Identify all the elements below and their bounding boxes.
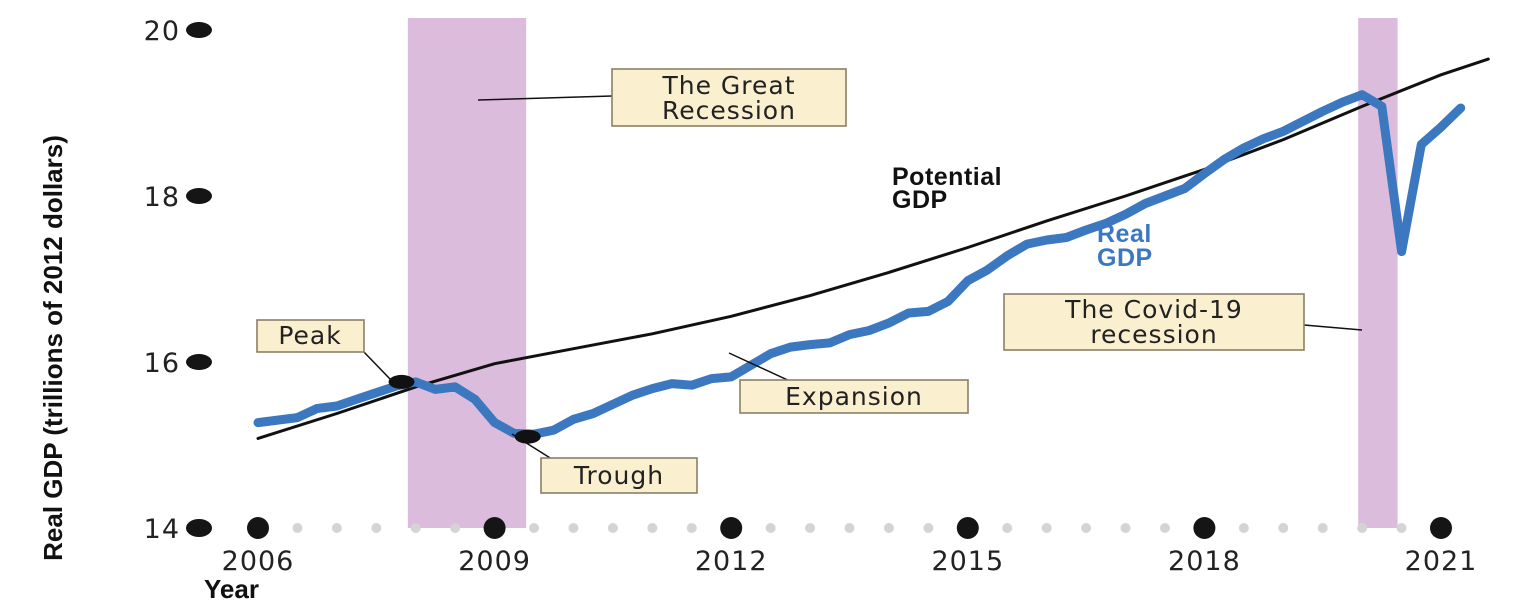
- series-lines: [253, 57, 1490, 440]
- x-minor-tick-dot: [1238, 523, 1249, 533]
- x-major-tick-dot: [956, 517, 979, 539]
- x-axis-ticks: 2006 2009 2012 2015 2018 2021: [186, 517, 1478, 577]
- y-axis-label: Real GDP (trillions of 2012 dollars): [38, 135, 68, 561]
- great-recession-label-line2: Recession: [662, 96, 796, 125]
- x-minor-tick-dot: [883, 523, 894, 533]
- x-minor-tick-dot: [1357, 523, 1368, 533]
- y-tick-label: 18: [144, 182, 180, 213]
- x-minor-tick-dot: [529, 523, 540, 533]
- expansion-annotation: Expansion: [728, 352, 969, 414]
- real-gdp-line: [253, 90, 1466, 439]
- peak-annotation: Peak: [256, 319, 392, 381]
- x-minor-tick-dot: [1041, 523, 1052, 533]
- expansion-box: Expansion: [739, 379, 969, 414]
- real-gdp-label: Real GDP: [1097, 220, 1153, 272]
- great-recession-box: The Great Recession: [611, 68, 847, 127]
- x-tick-label: 2015: [931, 546, 1004, 577]
- real-gdp-label-line2: GDP: [1097, 244, 1153, 272]
- trough-annotation: Trough: [511, 433, 698, 494]
- peak-marker: [388, 374, 415, 389]
- covid-annotation: The Covid-19 recession: [1003, 293, 1363, 351]
- trough-marker: [514, 429, 541, 444]
- y-tick-dot: [186, 188, 212, 204]
- origin-tick-dot: [186, 519, 212, 537]
- expansion-leader: [728, 352, 793, 383]
- covid-leader: [1303, 324, 1363, 331]
- y-tick-label: 16: [144, 348, 180, 379]
- potential-gdp-label-line1: Potential: [892, 163, 1002, 191]
- x-minor-tick-dot: [805, 523, 816, 533]
- x-minor-tick-dot: [1159, 523, 1170, 533]
- potential-gdp-label: Potential GDP: [892, 163, 1002, 214]
- x-tick-label: 2009: [458, 546, 531, 577]
- recession-band-1: [407, 18, 527, 528]
- x-tick-label: 2012: [695, 546, 768, 577]
- x-major-tick-dot: [1193, 517, 1216, 539]
- trough-box: Trough: [540, 457, 698, 494]
- x-minor-tick-dot: [1317, 523, 1328, 533]
- x-major-tick-dot: [247, 517, 269, 539]
- x-minor-tick-dot: [607, 523, 618, 533]
- x-minor-tick-dot: [647, 523, 658, 533]
- x-tick-label: 2021: [1405, 546, 1478, 577]
- expansion-label: Expansion: [785, 382, 923, 411]
- x-minor-tick-dot: [331, 523, 342, 533]
- y-tick-dot: [186, 354, 212, 370]
- x-minor-tick-dot: [371, 523, 382, 533]
- peak-box: Peak: [256, 319, 365, 353]
- great-recession-label-line1: The Great: [661, 71, 795, 100]
- potential-gdp-line: [256, 57, 1490, 440]
- trough-label: Trough: [573, 461, 664, 490]
- y-axis-ticks: 14 16 18 20: [144, 16, 212, 545]
- y-axis-title: Real GDP (trillions of 2012 dollars): [38, 135, 68, 561]
- x-minor-tick-dot: [450, 523, 461, 533]
- y-tick-label: 14: [144, 514, 180, 545]
- x-minor-tick-dot: [686, 523, 697, 533]
- x-minor-tick-dot: [410, 523, 421, 533]
- great-recession-leader: [477, 95, 613, 101]
- potential-gdp-label-line2: GDP: [892, 186, 948, 214]
- x-minor-tick-dot: [1396, 523, 1407, 533]
- great-recession-annotation: The Great Recession: [477, 68, 847, 127]
- x-minor-tick-dot: [765, 523, 776, 533]
- x-minor-tick-dot: [923, 523, 934, 533]
- covid-label-line1: The Covid-19: [1064, 295, 1243, 324]
- trough-leader: [511, 433, 556, 462]
- peak-leader: [361, 349, 392, 381]
- x-minor-tick-dot: [1120, 523, 1131, 533]
- x-minor-tick-dot: [568, 523, 579, 533]
- x-major-tick-dot: [720, 517, 743, 539]
- covid-box: The Covid-19 recession: [1003, 293, 1305, 351]
- x-axis-label: Year: [204, 574, 259, 604]
- y-tick-label: 20: [144, 16, 180, 47]
- x-minor-tick-dot: [292, 523, 303, 533]
- x-tick-label: 2006: [222, 546, 295, 577]
- x-major-tick-dot: [1430, 517, 1452, 539]
- covid-label-line2: recession: [1090, 320, 1217, 349]
- x-minor-tick-dot: [1081, 523, 1092, 533]
- x-tick-label: 2018: [1168, 546, 1241, 577]
- x-minor-tick-dot: [1002, 523, 1013, 533]
- real-gdp-label-line1: Real: [1097, 220, 1152, 248]
- recession-bands: [407, 18, 1398, 528]
- x-minor-tick-dot: [844, 523, 855, 533]
- x-major-tick-dot: [483, 517, 506, 539]
- y-tick-dot: [186, 22, 212, 38]
- peak-label: Peak: [278, 321, 341, 350]
- x-minor-tick-dot: [1278, 523, 1289, 533]
